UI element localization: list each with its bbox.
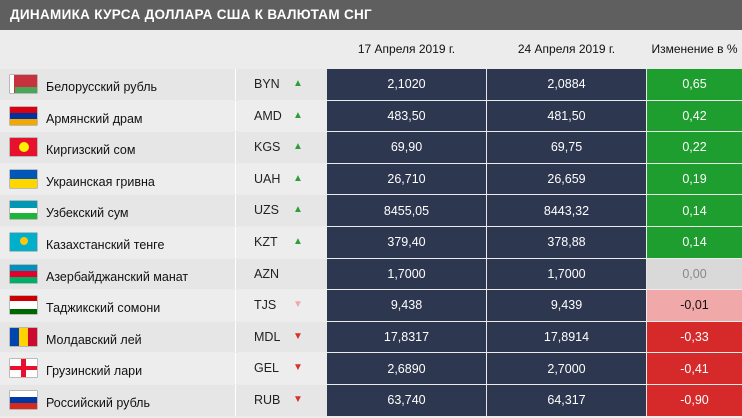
rate-value-17-apr: 63,740 bbox=[327, 385, 486, 416]
rate-value-17-apr: 26,710 bbox=[327, 163, 486, 195]
arrow-up-icon: ▲ bbox=[293, 78, 303, 89]
change-percent: 0,19 bbox=[647, 163, 742, 195]
arrow-down-icon: ▼ bbox=[293, 330, 303, 342]
rate-value-24-apr: 69,75 bbox=[487, 132, 646, 163]
currency-name: Российский рубль bbox=[46, 396, 150, 410]
currency-name: Грузинский лари bbox=[46, 364, 143, 379]
rate-value-24-apr: 481,50 bbox=[487, 100, 646, 132]
rate-value-17-apr: 379,40 bbox=[327, 227, 486, 258]
column-divider bbox=[235, 385, 236, 416]
arrow-down-icon: ▼ bbox=[293, 394, 303, 405]
column-divider bbox=[235, 227, 236, 258]
currency-name: Армянский драм bbox=[46, 111, 143, 126]
rate-value-24-apr: 8443,32 bbox=[487, 195, 646, 226]
rate-value-17-apr: 9,438 bbox=[327, 290, 486, 321]
rate-value-17-apr: 1,7000 bbox=[327, 258, 486, 290]
currency-code: KZT bbox=[254, 235, 278, 249]
rate-value-24-apr: 2,0884 bbox=[487, 69, 646, 100]
currency-name: Киргизский сом bbox=[46, 143, 136, 158]
change-percent: -0,33 bbox=[647, 321, 742, 353]
column-divider bbox=[235, 132, 236, 163]
rate-value-24-apr: 1,7000 bbox=[487, 258, 646, 290]
header-date-1: 17 Апреля 2019 г. bbox=[327, 30, 486, 68]
currency-name: Азербайджанский манат bbox=[46, 269, 189, 284]
flag-icon bbox=[10, 264, 37, 283]
arrow-up-icon: ▲ bbox=[293, 141, 303, 153]
change-percent: -0,41 bbox=[647, 353, 742, 384]
rate-value-17-apr: 69,90 bbox=[327, 132, 486, 163]
change-percent: 0,14 bbox=[647, 195, 742, 226]
rate-value-17-apr: 17,8317 bbox=[327, 321, 486, 353]
header-date-2: 24 Апреля 2019 г. bbox=[487, 30, 646, 68]
currency-code: AMD bbox=[254, 108, 282, 123]
column-divider bbox=[235, 321, 236, 353]
column-divider bbox=[235, 353, 236, 384]
currency-name: Молдавский лей bbox=[46, 332, 142, 347]
change-percent: 0,22 bbox=[647, 132, 742, 163]
column-divider bbox=[235, 100, 236, 132]
currency-code: RUB bbox=[254, 393, 281, 407]
arrow-up-icon: ▲ bbox=[293, 172, 303, 184]
flag-icon bbox=[10, 327, 37, 346]
header-change: Изменение в % bbox=[647, 30, 742, 68]
flag-icon bbox=[10, 233, 37, 251]
flag-icon bbox=[10, 106, 37, 125]
currency-name: Украинская гривна bbox=[46, 174, 155, 189]
currency-code: GEL bbox=[254, 361, 280, 376]
currency-code: TJS bbox=[254, 298, 277, 313]
flag-icon bbox=[10, 138, 37, 157]
rate-value-24-apr: 378,88 bbox=[487, 227, 646, 258]
currency-name: Казахстанский тенге bbox=[46, 238, 165, 252]
currency-code: MDL bbox=[254, 329, 281, 344]
rate-value-17-apr: 8455,05 bbox=[327, 195, 486, 226]
rate-value-24-apr: 17,8914 bbox=[487, 321, 646, 353]
change-percent: -0,01 bbox=[647, 290, 742, 321]
rate-value-24-apr: 2,7000 bbox=[487, 353, 646, 384]
column-divider bbox=[235, 258, 236, 290]
rate-value-17-apr: 483,50 bbox=[327, 100, 486, 132]
flag-icon bbox=[10, 169, 37, 188]
column-divider bbox=[235, 69, 236, 100]
rate-value-24-apr: 26,659 bbox=[487, 163, 646, 195]
flag-icon bbox=[10, 296, 37, 315]
arrow-up-icon: ▲ bbox=[293, 236, 303, 247]
change-percent: 0,65 bbox=[647, 69, 742, 100]
currency-name: Таджикский сомони bbox=[46, 301, 161, 316]
title-bar: ДИНАМИКА КУРСА ДОЛЛАРА США К ВАЛЮТАМ СНГ bbox=[0, 0, 742, 30]
table-title: ДИНАМИКА КУРСА ДОЛЛАРА США К ВАЛЮТАМ СНГ bbox=[10, 7, 373, 22]
flag-icon bbox=[10, 75, 37, 93]
arrow-down-icon: ▼ bbox=[293, 299, 303, 311]
currency-code: AZN bbox=[254, 266, 279, 281]
column-divider bbox=[235, 290, 236, 321]
change-percent: -0,90 bbox=[647, 385, 742, 416]
currency-code: UAH bbox=[254, 171, 281, 186]
flag-icon bbox=[10, 359, 37, 378]
rate-value-17-apr: 2,1020 bbox=[327, 69, 486, 100]
currency-name: Белорусский рубль bbox=[46, 80, 158, 94]
change-percent: 0,42 bbox=[647, 100, 742, 132]
arrow-up-icon: ▲ bbox=[293, 109, 303, 121]
currency-name: Узбекский сум bbox=[46, 206, 129, 221]
change-percent: 0,00 bbox=[647, 258, 742, 290]
rate-value-24-apr: 9,439 bbox=[487, 290, 646, 321]
arrow-up-icon: ▲ bbox=[293, 204, 303, 216]
arrow-down-icon: ▼ bbox=[293, 362, 303, 374]
rate-value-17-apr: 2,6890 bbox=[327, 353, 486, 384]
flag-icon bbox=[10, 201, 37, 220]
currency-code: KGS bbox=[254, 140, 281, 155]
column-divider bbox=[235, 163, 236, 195]
column-divider bbox=[235, 195, 236, 226]
flag-icon bbox=[10, 391, 37, 409]
currency-code: BYN bbox=[254, 77, 280, 91]
change-percent: 0,14 bbox=[647, 227, 742, 258]
rate-value-24-apr: 64,317 bbox=[487, 385, 646, 416]
currency-code: UZS bbox=[254, 203, 279, 218]
